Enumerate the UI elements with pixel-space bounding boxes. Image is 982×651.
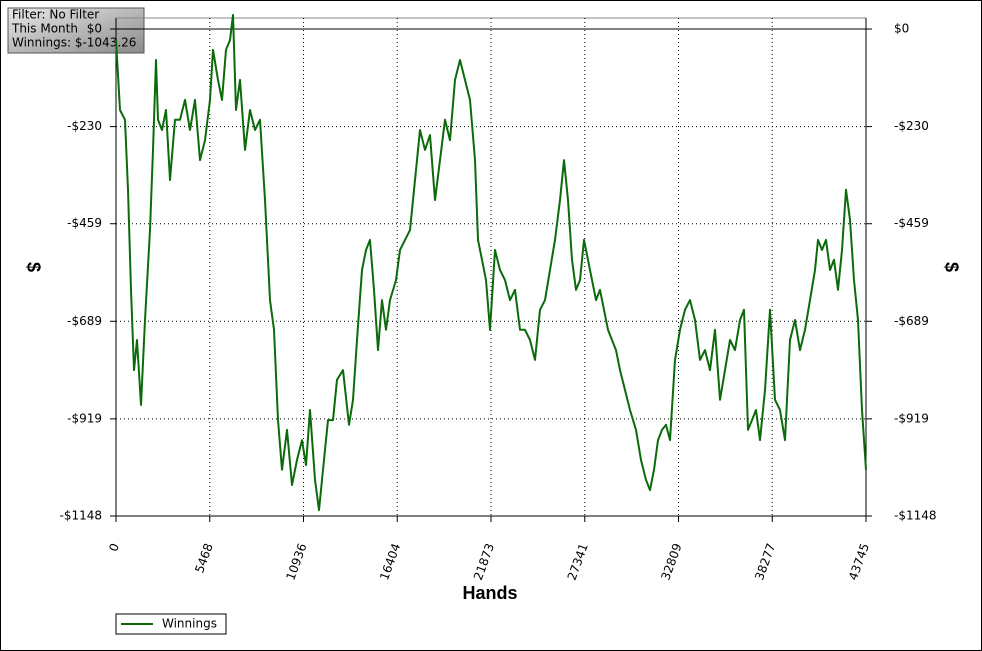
info-line: This Month [11,22,78,36]
legend-box [115,613,227,635]
info-line: Winnings: $-1043.26 [12,36,136,50]
x-tick-label: 0 [106,541,122,553]
series-line [115,14,867,512]
y2-tick-label: -$689 [894,314,929,328]
y-tick-label: -$689 [67,314,102,328]
y2-tick-label: -$459 [894,216,929,230]
y2-tick-label: -$919 [894,411,929,425]
y2-tick-label: $0 [894,22,909,36]
info-line: Filter: No Filter [12,8,99,22]
y-axis-title: $ [23,262,43,272]
y-tick-label: -$459 [67,216,102,230]
y2-tick-label: -$1148 [894,509,937,523]
info-box: Filter: No Filter This Month Winnings: $… [7,7,145,54]
info-background [7,7,145,54]
x-axis-title: Hands [462,583,517,603]
y-tick-label: $0 [87,22,102,36]
y2-tick-label: -$230 [894,119,929,133]
y-tick-label: -$1148 [59,509,102,523]
y2-axis-title: $ [941,262,961,272]
legend-label: Winnings [162,617,217,631]
y-tick-label: -$230 [67,119,102,133]
y-tick-label: -$919 [67,411,102,425]
